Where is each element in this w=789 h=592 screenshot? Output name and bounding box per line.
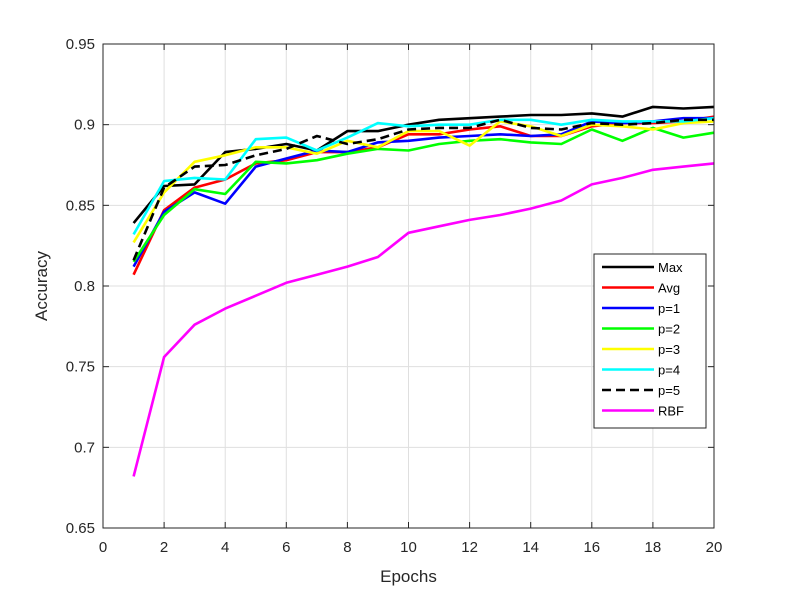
legend-label: p=4 xyxy=(658,363,680,378)
x-tick-label: 14 xyxy=(522,539,539,556)
series-line-p-5 xyxy=(132,118,714,261)
y-tick-label: 0.95 xyxy=(66,36,95,53)
x-tick-label: 6 xyxy=(282,539,290,556)
series-line-p-1 xyxy=(132,116,714,268)
y-tick-label: 0.75 xyxy=(66,359,95,376)
x-tick-label: 16 xyxy=(583,539,600,556)
series-line-max xyxy=(132,105,715,224)
x-axis-label: Epochs xyxy=(380,567,437,586)
legend-label: Avg xyxy=(658,281,680,296)
series-line-p-3 xyxy=(132,120,715,244)
x-tick-label: 12 xyxy=(461,539,478,556)
legend: Max Avg p=1 p=2 p=3 p=4 p=5 RBF xyxy=(593,253,707,429)
x-tick-label: 8 xyxy=(343,539,351,556)
series-line-rbf xyxy=(132,162,715,477)
y-tick-label: 0.9 xyxy=(74,117,95,134)
y-tick-label: 0.8 xyxy=(74,278,95,295)
x-tick-label: 0 xyxy=(99,539,107,556)
x-tick-label: 4 xyxy=(221,539,229,556)
legend-label: RBF xyxy=(658,404,684,419)
y-tick-label: 0.7 xyxy=(74,439,95,456)
axis-ticks: 0 2 4 6 8 10 12 14 16 18 20 0.65 0.7 0.75 0.8 0.85 0.9 0.… xyxy=(66,36,723,556)
series-line-p-4 xyxy=(132,116,715,236)
x-tick-label: 10 xyxy=(400,539,417,556)
y-tick-label: 0.65 xyxy=(66,520,95,537)
legend-box xyxy=(593,253,707,429)
series-line-p-2 xyxy=(132,126,715,263)
legend-label: p=3 xyxy=(658,342,680,357)
legend-label: p=2 xyxy=(658,322,680,337)
legend-label: p=1 xyxy=(658,301,680,316)
y-tick-label: 0.85 xyxy=(66,197,95,214)
legend-label: Max xyxy=(658,260,683,275)
x-tick-label: 18 xyxy=(645,539,662,556)
legend-label: p=5 xyxy=(658,383,680,398)
x-tick-label: 2 xyxy=(160,539,168,556)
series-group xyxy=(132,105,715,477)
y-axis-label: Accuracy xyxy=(32,251,51,321)
x-tick-label: 20 xyxy=(706,539,723,556)
